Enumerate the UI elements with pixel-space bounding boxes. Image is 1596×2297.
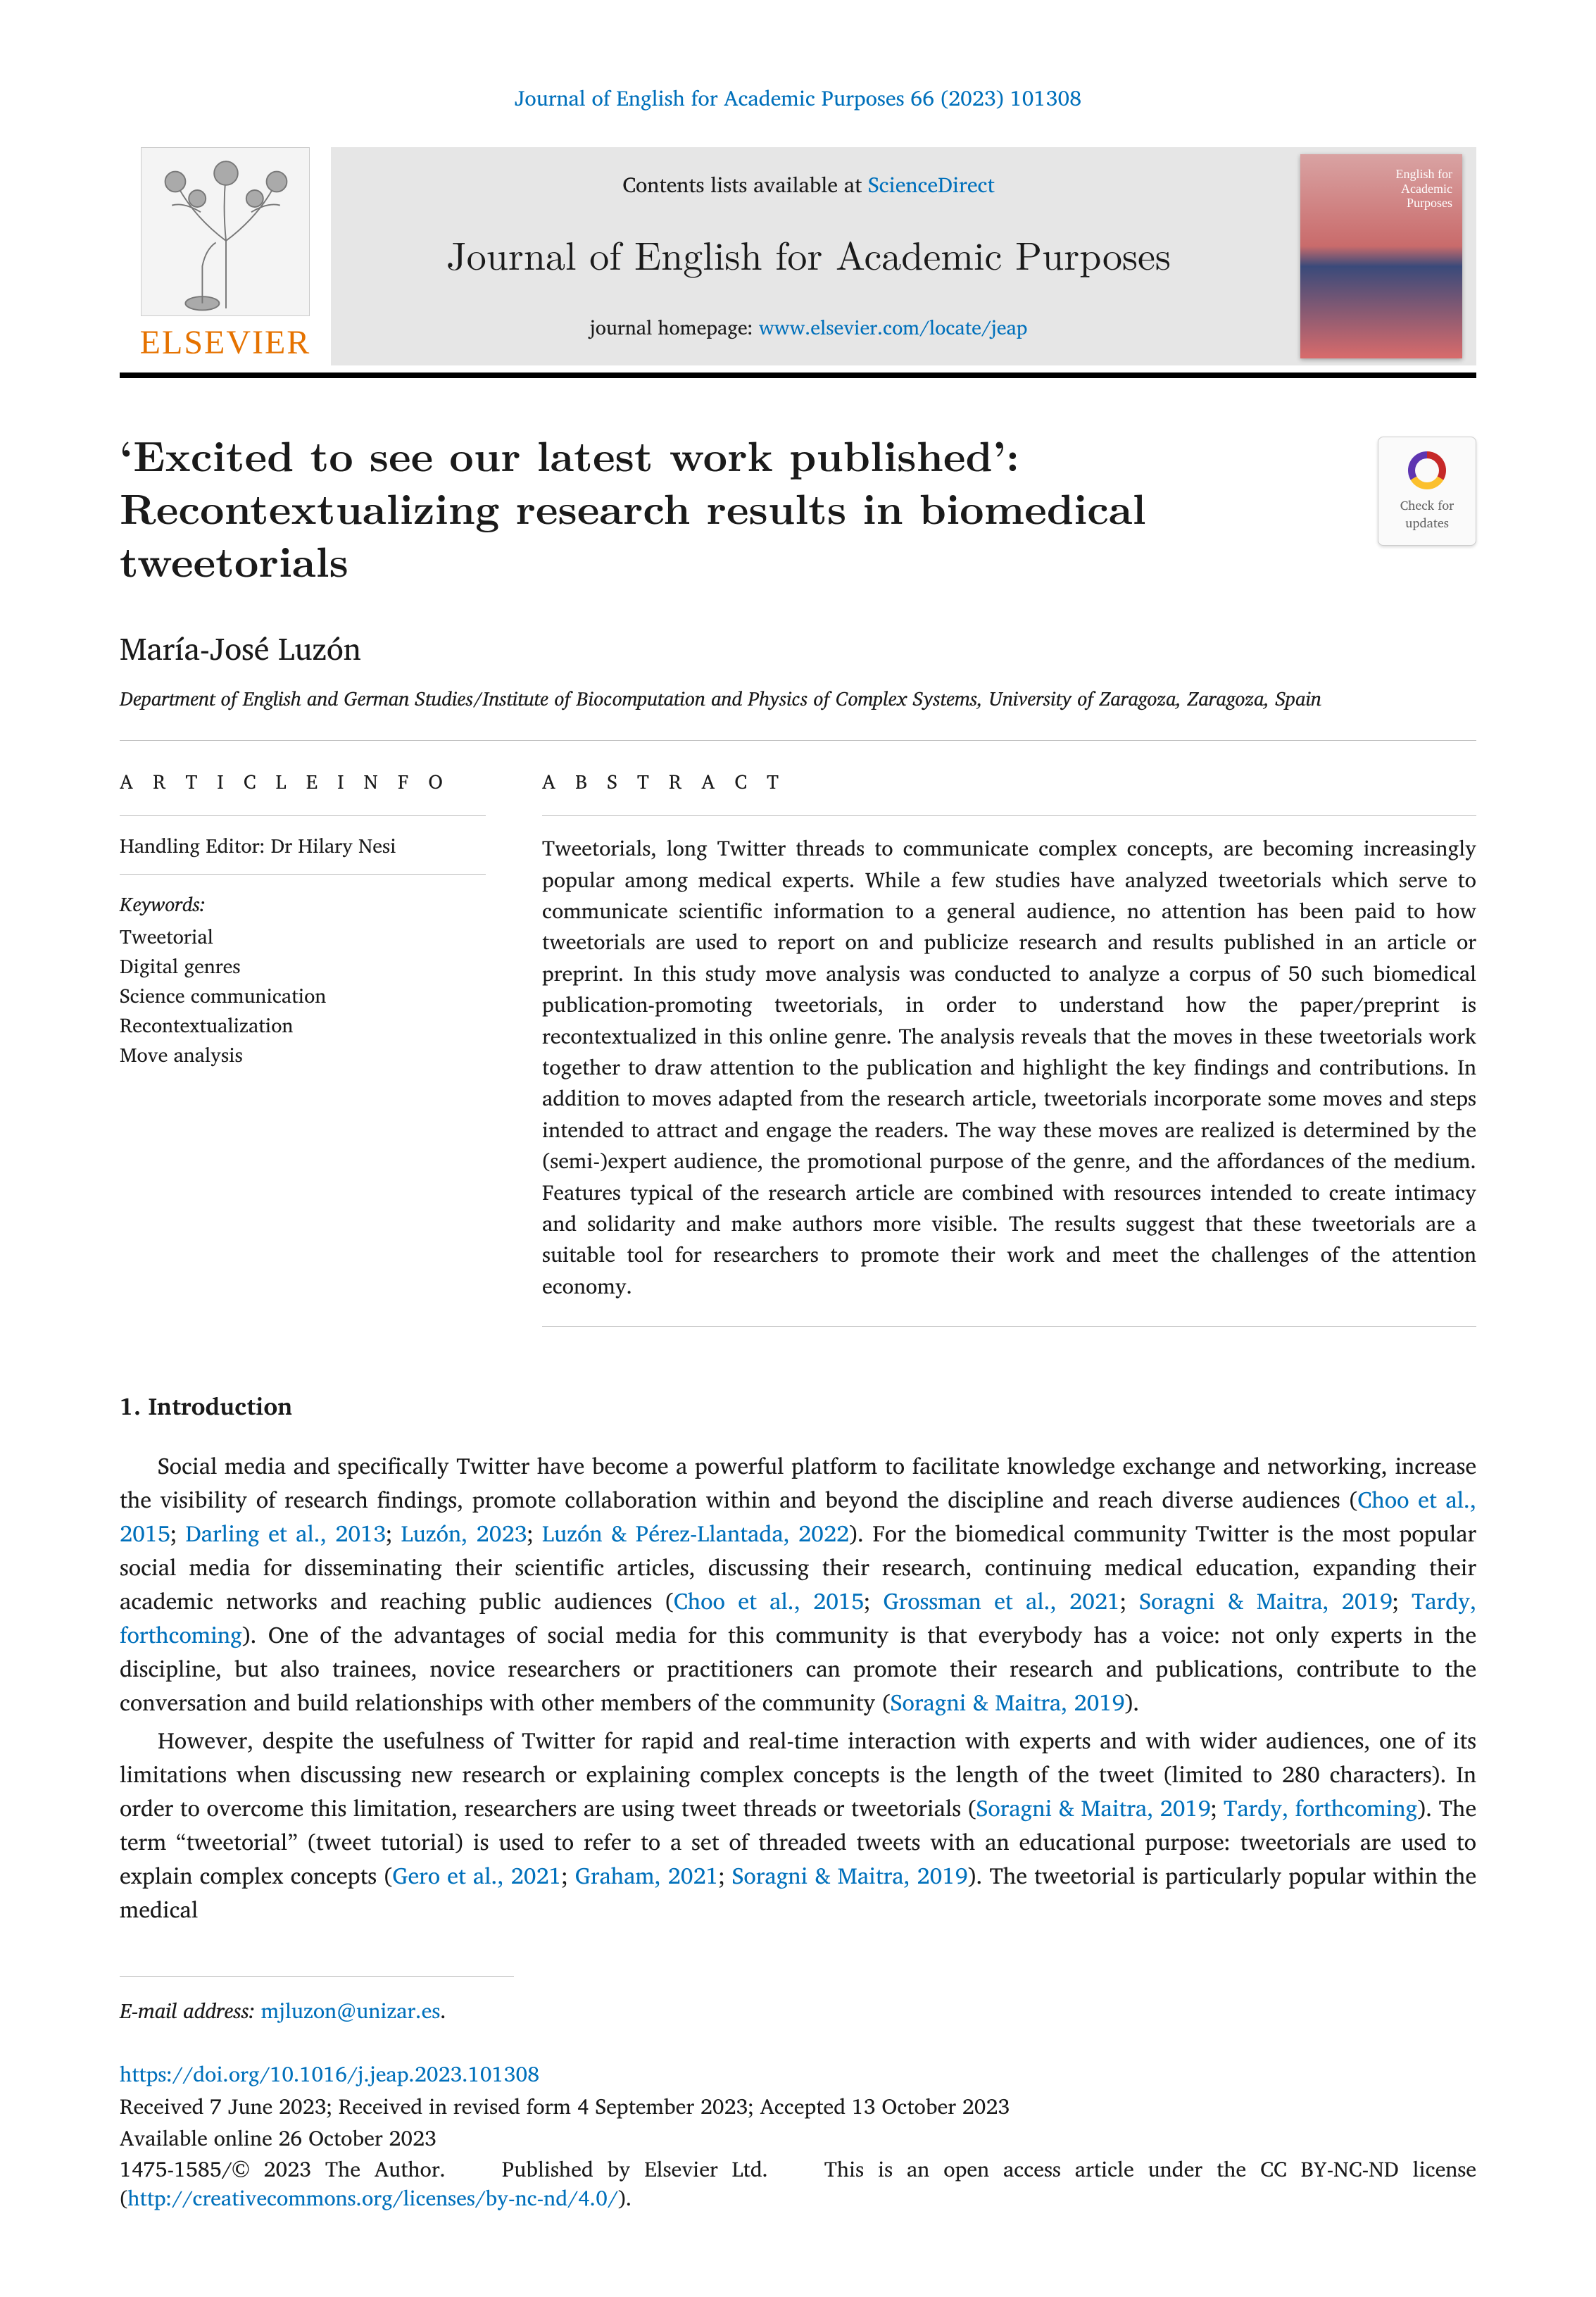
article-info-col: A R T I C L E I N F O Handling Editor: D… [120, 769, 486, 1327]
thick-rule [120, 373, 1476, 378]
rule-above-info [120, 740, 1476, 741]
keyword: Digital genres [120, 952, 486, 982]
keyword: Recontextualization [120, 1011, 486, 1041]
text: ; [719, 1858, 732, 1894]
elsevier-tree-icon [141, 147, 310, 316]
citation-link[interactable]: Choo et al., 2015 [674, 1583, 865, 1620]
sciencedirect-link[interactable]: ScienceDirect [868, 168, 995, 202]
intro-para-1: Social media and specifically Twitter ha… [120, 1449, 1476, 1720]
text: ; [1211, 1790, 1224, 1827]
contents-line: Contents lists available at ScienceDirec… [622, 171, 994, 200]
info-rule-1 [120, 815, 486, 816]
info-abstract-row: A R T I C L E I N F O Handling Editor: D… [120, 769, 1476, 1327]
text: ). [618, 2181, 632, 2215]
info-rule-2 [120, 874, 486, 875]
contents-prefix: Contents lists available at [622, 168, 868, 202]
text: ; [1120, 1583, 1139, 1620]
available-line: Available online 26 October 2023 [120, 2124, 1476, 2153]
text: ; [1393, 1583, 1412, 1620]
dates-line: Received 7 June 2023; Received in revise… [120, 2093, 1476, 2122]
journal-cover-thumb: English for Academic Purposes [1300, 154, 1462, 358]
journal-title: Journal of English for Academic Purposes [446, 227, 1171, 281]
affiliation: Department of English and German Studies… [120, 686, 1476, 713]
homepage-link[interactable]: www.elsevier.com/locate/jeap [759, 312, 1028, 344]
abstract-rule [542, 815, 1476, 816]
abstract-text: Tweetorials, long Twitter threads to com… [542, 833, 1476, 1302]
abstract-heading: A B S T R A C T [542, 769, 1476, 796]
publisher-name: ELSEVIER [140, 320, 311, 366]
running-header: Journal of English for Academic Purposes… [120, 85, 1476, 113]
doi-link[interactable]: https://doi.org/10.1016/j.jeap.2023.1013… [120, 2060, 1476, 2089]
citation-link[interactable]: Grossman et al., 2021 [884, 1583, 1121, 1620]
citation-link[interactable]: Soragni & Maitra, 2019 [891, 1684, 1125, 1721]
cover-title-l2: Academic [1401, 182, 1452, 196]
intro-para-2: However, despite the usefulness of Twitt… [120, 1724, 1476, 1927]
updates-line2: updates [1405, 514, 1449, 531]
keyword: Move analysis [120, 1041, 486, 1070]
license-line-2: (http://creativecommons.org/licenses/by-… [120, 2184, 1476, 2213]
handling-editor: Handling Editor: Dr Hilary Nesi [120, 833, 486, 860]
email-suffix: . [440, 1994, 446, 2028]
text: Social media and specifically Twitter ha… [120, 1448, 1476, 1518]
email-label: E-mail address: [120, 1994, 261, 2028]
check-updates-badge[interactable]: Check for updates [1378, 437, 1476, 546]
updates-line1: Check for [1400, 496, 1454, 513]
homepage-prefix: journal homepage: [590, 312, 759, 344]
author-name: María-José Luzón [120, 628, 1476, 670]
masthead-center: Contents lists available at ScienceDirec… [331, 147, 1286, 366]
publisher-logo-block: ELSEVIER [120, 147, 331, 366]
homepage-line: journal homepage: www.elsevier.com/locat… [590, 315, 1028, 342]
cover-thumb-wrap: English for Academic Purposes [1286, 147, 1476, 366]
text: ( [120, 2181, 127, 2215]
cover-title-l1: English for [1396, 167, 1453, 181]
citation-link[interactable]: Graham, 2021 [575, 1858, 719, 1894]
section-heading-1: 1. Introduction [120, 1390, 1476, 1422]
citation-link[interactable]: Luzón, 2023 [401, 1515, 527, 1552]
footer-meta: https://doi.org/10.1016/j.jeap.2023.1013… [120, 2060, 1476, 2213]
citation-link[interactable]: Gero et al., 2021 [392, 1858, 561, 1894]
license-line-1: 1475-1585/© 2023 The Author. Published b… [120, 2155, 1476, 2184]
abstract-col: A B S T R A C T Tweetorials, long Twitte… [542, 769, 1476, 1327]
text: ; [170, 1515, 185, 1552]
cover-title-l3: Purposes [1407, 196, 1452, 210]
keyword: Science communication [120, 982, 486, 1011]
cover-title: English for Academic Purposes [1396, 167, 1453, 211]
abstract-bottom-rule [542, 1326, 1476, 1327]
text: ; [562, 1858, 575, 1894]
text: ). One of the advantages of social media… [120, 1617, 1476, 1721]
article-info-heading: A R T I C L E I N F O [120, 769, 486, 796]
crossmark-icon [1408, 451, 1446, 489]
text: This is an open access article under the… [824, 2152, 1476, 2186]
text: ; [527, 1515, 542, 1552]
citation-link[interactable]: Luzón & Pérez-Llantada, 2022 [542, 1515, 849, 1552]
footer-separator [120, 1976, 514, 1977]
text: ; [864, 1583, 883, 1620]
masthead: ELSEVIER Contents lists available at Sci… [120, 147, 1476, 366]
license-link[interactable]: http://creativecommons.org/licenses/by-n… [127, 2181, 617, 2215]
corresp-email-line: E-mail address: mjluzon@unizar.es. [120, 1995, 1476, 2028]
text: ; [386, 1515, 401, 1552]
citation-link[interactable]: Soragni & Maitra, 2019 [732, 1858, 968, 1894]
keywords-label: Keywords: [120, 891, 486, 918]
citation-link[interactable]: Tardy, forthcoming [1224, 1790, 1417, 1827]
citation-link[interactable]: Soragni & Maitra, 2019 [976, 1790, 1211, 1827]
citation-link[interactable]: Soragni & Maitra, 2019 [1139, 1583, 1393, 1620]
citation-link[interactable]: Darling et al., 2013 [185, 1515, 386, 1552]
email-link[interactable]: mjluzon@unizar.es [261, 1994, 441, 2028]
page: Journal of English for Academic Purposes… [0, 0, 1596, 2297]
text: ). [1125, 1684, 1140, 1721]
article-title: ‘Excited to see our latest work publishe… [120, 427, 1317, 586]
keyword: Tweetorial [120, 922, 486, 952]
